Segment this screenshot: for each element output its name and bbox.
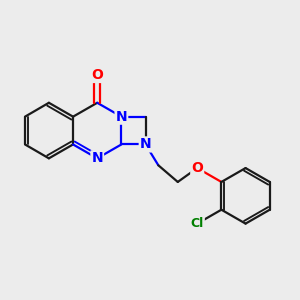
Text: N: N bbox=[116, 110, 127, 124]
Text: N: N bbox=[92, 151, 103, 165]
Text: O: O bbox=[91, 68, 103, 82]
Text: Cl: Cl bbox=[190, 217, 204, 230]
Text: O: O bbox=[191, 161, 203, 175]
Text: N: N bbox=[140, 137, 152, 152]
